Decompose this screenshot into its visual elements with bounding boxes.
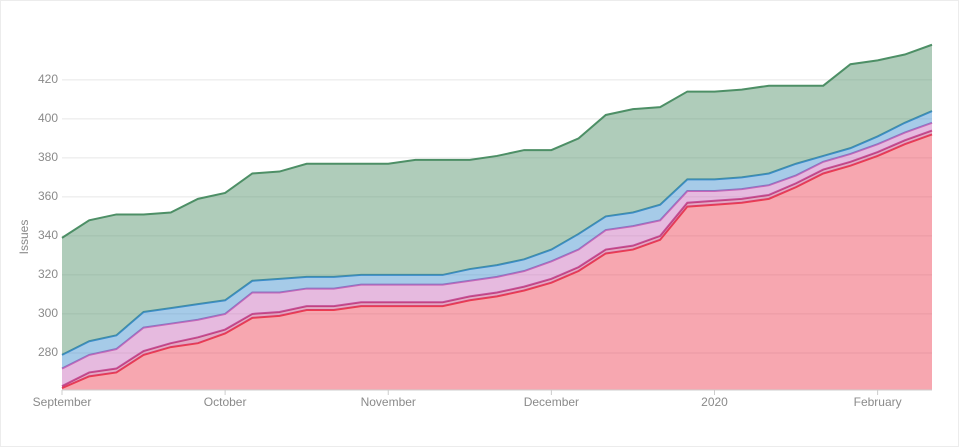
series-line [61,110,933,356]
y-tick-label: 380 [38,150,58,164]
x-tick-label: September [33,395,92,409]
x-tick-label: February [854,395,902,409]
area-fill [62,44,932,355]
y-tick-label: 340 [38,228,58,242]
x-tick-label: December [524,395,579,409]
series-line [61,133,933,389]
series-line [61,43,933,239]
y-tick-label: 280 [38,345,58,359]
y-tick-label: 320 [38,267,58,281]
series-line [61,129,933,387]
series-line [61,121,933,370]
y-tick-label: 400 [38,111,58,125]
y-tick-label: 360 [38,189,58,203]
x-tick-label: November [361,395,416,409]
y-axis-label: Issues [17,220,31,255]
x-tick-label: October [204,395,247,409]
area-fill [62,134,932,390]
x-tick-label: 2020 [701,395,728,409]
y-tick-label: 420 [38,72,58,86]
y-tick-label: 300 [38,306,58,320]
